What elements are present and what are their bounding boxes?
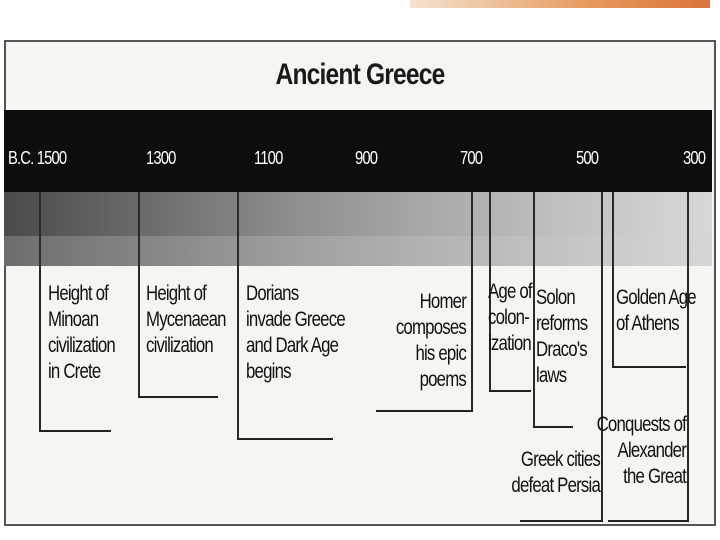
- persia-underline: [520, 520, 603, 522]
- event-golden-age: Golden Age of Athens: [616, 286, 697, 335]
- homer-marker: [471, 192, 473, 412]
- year-label-900: 900: [355, 148, 378, 168]
- dorians-marker: [237, 192, 239, 440]
- golden-age-underline: [612, 366, 686, 368]
- event-solon: Solon reforms Draco's laws: [536, 286, 588, 387]
- alexander-underline: [608, 520, 689, 522]
- solon-marker: [533, 192, 535, 428]
- top-decorative-stripe: [410, 0, 710, 8]
- event-colonization: Age of colon- ization: [488, 280, 533, 355]
- minoan-underline: [39, 430, 111, 432]
- figure-title: Ancient Greece: [275, 58, 446, 91]
- timeline-gradient-lower: [4, 236, 712, 266]
- year-label-1500: B.C. 1500: [8, 148, 67, 168]
- year-label-1300: 1300: [146, 148, 176, 168]
- event-mycenaean: Height of Mycenaean civilization: [146, 282, 226, 357]
- timeline-band: [4, 110, 712, 192]
- colonization-underline: [489, 390, 531, 392]
- event-minoan: Height of Minoan civilization in Crete: [48, 282, 116, 383]
- minoan-marker: [39, 192, 41, 432]
- mycenaean-marker: [138, 192, 140, 398]
- event-persia: Greek cities defeat Persia: [511, 448, 600, 497]
- year-label-300: 300: [683, 148, 706, 168]
- homer-underline: [376, 410, 473, 412]
- event-dorians: Dorians invade Greece and Dark Age begin…: [246, 282, 346, 383]
- colonization-marker: [489, 192, 491, 392]
- golden-age-marker: [612, 192, 614, 368]
- year-label-700: 700: [460, 148, 483, 168]
- dorians-underline: [237, 438, 333, 440]
- year-label-500: 500: [576, 148, 599, 168]
- event-homer: Homer composes his epic poems: [395, 290, 467, 391]
- mycenaean-underline: [138, 396, 218, 398]
- solon-underline: [533, 426, 573, 428]
- event-alexander: Conquests of Alexander the Great: [596, 413, 687, 488]
- persia-marker: [601, 192, 603, 522]
- year-label-1100: 1100: [254, 148, 283, 168]
- alexander-marker: [687, 192, 689, 522]
